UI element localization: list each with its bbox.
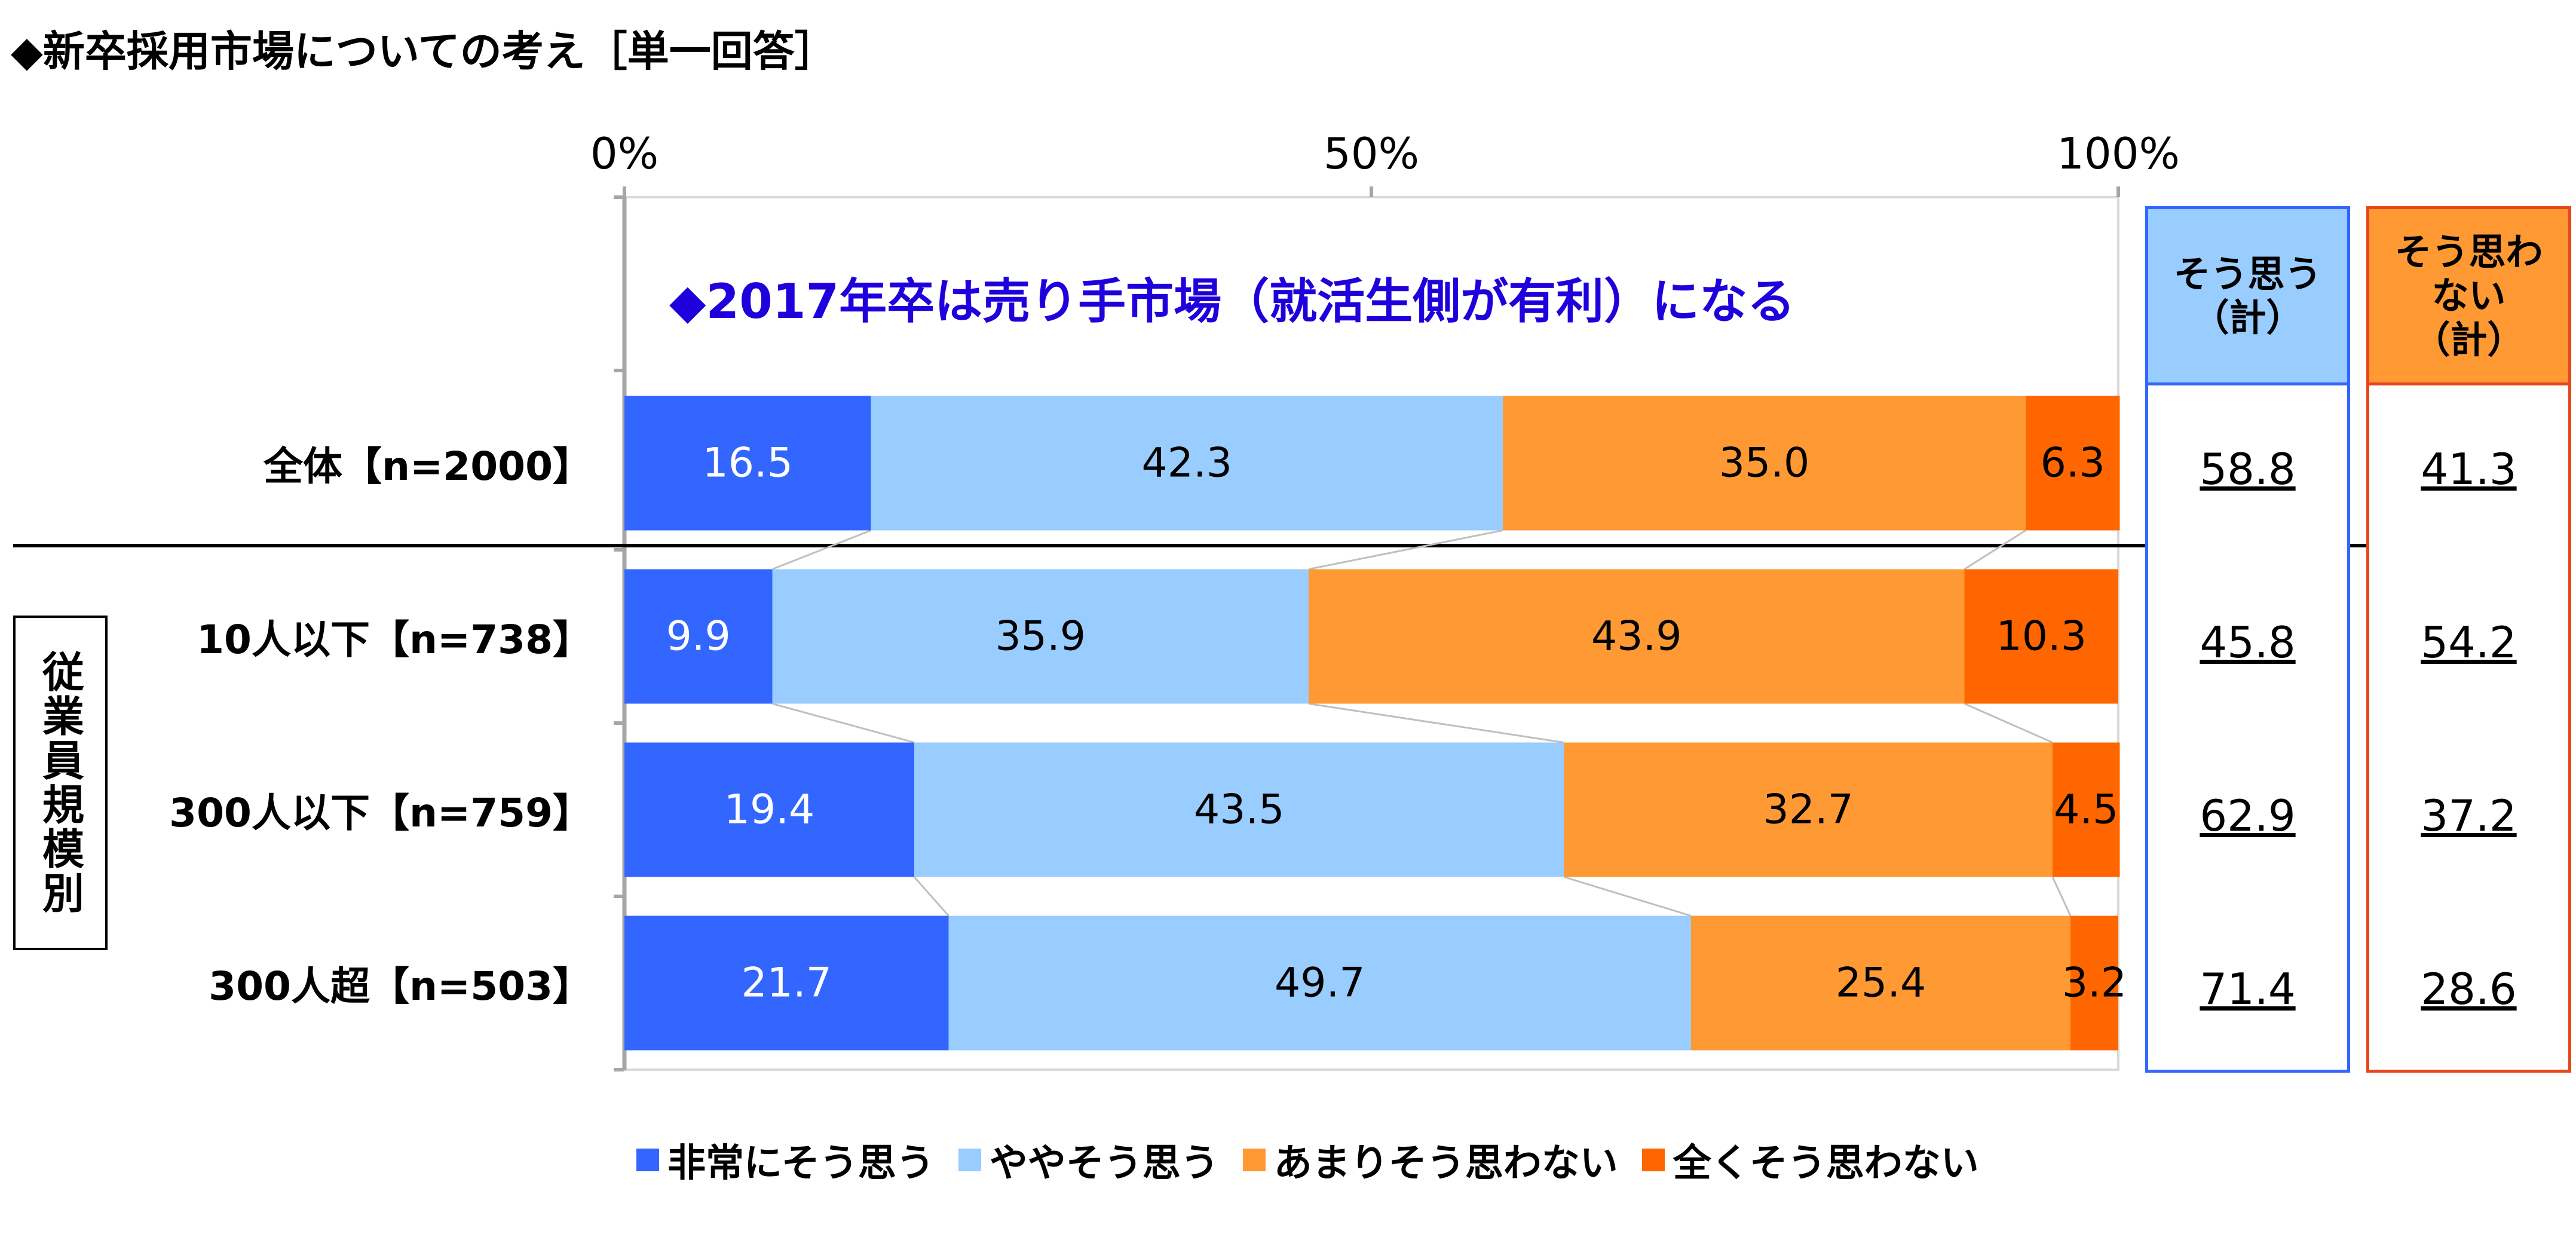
legend-swatch [1641,1149,1665,1171]
bar-value-label: 25.4 [1835,959,1926,1007]
bar-segment [2070,916,2118,1051]
bar-segment [1564,742,2053,877]
summary-value: 58.8 [2200,444,2296,494]
category-label: 300人以下【n=759】 [169,790,592,836]
series-connector [1308,703,1564,743]
bar-segment [948,916,1691,1051]
bar-segment [1964,569,2118,704]
summary-column-header: そう思わ ない （計） [2369,209,2568,385]
bar-segment [772,569,1309,704]
category-label: 10人以下【n=738】 [197,617,592,663]
category-label: 全体【n=2000】 [264,443,592,489]
legend-label: 非常にそう思う [667,1141,935,1186]
bar-segment [624,742,914,877]
summary-value: 62.9 [2200,791,2296,841]
series-connector [913,876,949,917]
bar-value-label: 9.9 [666,613,731,660]
summary-value: 28.6 [2421,964,2517,1014]
bar-value-label: 43.5 [1194,786,1285,834]
bar-segment [1503,396,2026,531]
summary-header-line: そう思う [2173,252,2322,296]
group-label-box: 従業員規模別 [13,616,108,950]
series-connector [2051,876,2072,917]
legend-label: 全くそう思わない [1673,1141,1979,1186]
bar-segment [624,396,871,531]
summary-value: 71.4 [2200,964,2296,1014]
legend-swatch [636,1149,659,1171]
series-connector [1964,703,2053,743]
bar-segment [871,396,1503,531]
bar-value-label: 49.7 [1275,959,1365,1007]
bar-value-label: 21.7 [741,959,832,1007]
series-connector [772,703,915,743]
bar-value-label: 10.3 [1996,613,2087,660]
x-tick-label: 100% [2057,128,2180,179]
bar-value-label: 42.3 [1141,439,1232,487]
legend-label: あまりそう思わない [1273,1141,1618,1186]
x-tick-label: 50% [1323,128,1420,179]
category-label: 300人超【n=503】 [209,963,592,1009]
bar-segment [624,569,773,704]
chart-title: ◆新卒採用市場についての考え［単一回答］ [11,27,837,76]
summary-value: 41.3 [2421,444,2517,494]
series-connector [1564,876,1692,917]
bar-value-label: 19.4 [724,786,815,834]
summary-value: 37.2 [2421,791,2517,841]
bar-value-label: 6.3 [2040,439,2105,487]
legend-item: 非常にそう思う [636,1132,935,1187]
bar-value-label: 16.5 [702,439,793,487]
summary-header-line: そう思わ [2394,230,2543,274]
summary-header-line: （計） [2192,296,2304,339]
x-tick-label: 0% [590,128,659,179]
bar-segments [624,396,2120,1051]
bar-segment [624,916,949,1051]
series-connector [771,529,872,570]
bar-segment [2026,396,2120,531]
bar-segment [2053,742,2120,877]
summary-column-header: そう思う （計） [2148,209,2347,385]
summary-column: そう思う （計） [2145,206,2350,1073]
bar-value-label: 35.0 [1719,439,1810,487]
group-label: 従業員規模別 [35,650,85,916]
series-connector [1964,529,2026,570]
bar-value-label: 43.9 [1591,613,1682,660]
summary-column: そう思わ ない （計） [2366,206,2571,1073]
connector-lines [771,529,2072,917]
chart-subtitle: ◆2017年卒は売り手市場（就活生側が有利）になる [669,274,1796,329]
legend-item: ややそう思う [958,1132,1219,1187]
bar-value-label: 3.2 [2062,959,2127,1007]
legend-label: ややそう思う [989,1141,1219,1186]
legend-item: 全くそう思わない [1641,1132,1979,1187]
legend-swatch [1242,1149,1266,1171]
bar-segment [1691,916,2070,1051]
bar-segment [914,742,1564,877]
bar-segment [1309,569,1965,704]
series-connector [1308,529,1503,570]
legend-swatch [958,1149,981,1171]
summary-value: 54.2 [2421,617,2517,668]
bar-value-label: 35.9 [995,613,1086,660]
summary-header-line: （計） [2413,317,2525,362]
bar-value-label: 32.7 [1763,786,1854,834]
legend-item: あまりそう思わない [1242,1132,1618,1187]
legend: 非常にそう思う ややそう思う あまりそう思わない 全くそう思わない [636,1132,2003,1187]
summary-value: 45.8 [2200,617,2296,668]
summary-header-line: ない [2431,274,2506,318]
bar-value-label: 4.5 [2054,786,2119,834]
